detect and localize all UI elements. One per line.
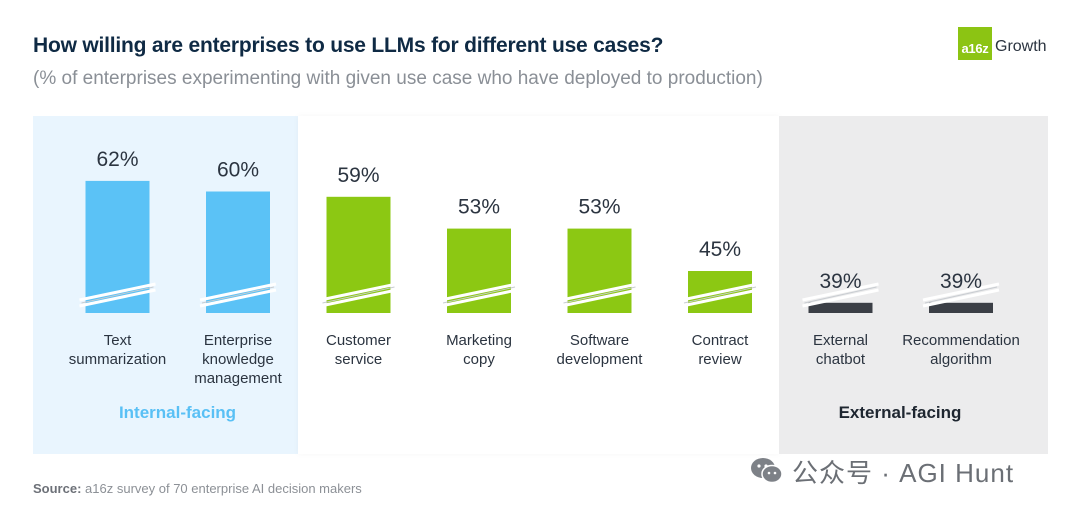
- bar-break-b-0: [79, 282, 156, 302]
- bar-break-line-4: [563, 286, 636, 304]
- bar-7: [929, 302, 993, 313]
- bar-break-a-7: [922, 288, 1000, 308]
- wechat-icon: [751, 458, 783, 484]
- category-label-7-0: Recommendation: [902, 332, 1020, 349]
- category-label-1-2: management: [194, 370, 282, 387]
- value-label-6: 39%: [819, 270, 861, 293]
- category-label-5-1: review: [698, 351, 742, 368]
- category-label-4-0: Software: [570, 332, 629, 349]
- bar-break-a-1: [199, 288, 277, 308]
- bar-break-line-0: [81, 286, 154, 304]
- bar-break-a-6: [802, 288, 879, 308]
- bar-break-b-2: [320, 282, 397, 302]
- bar-break-a-4: [561, 288, 638, 308]
- bar-break-b-4: [561, 282, 638, 302]
- category-label-6-1: chatbot: [816, 351, 866, 368]
- category-label-2-1: service: [335, 351, 383, 368]
- group-label-external: External-facing: [838, 403, 962, 422]
- category-label-5-0: Contract: [692, 332, 750, 349]
- value-label-3: 53%: [458, 196, 500, 219]
- bar-break-b-5: [681, 282, 759, 302]
- bar-break-line-1: [201, 286, 275, 304]
- category-label-4-1: development: [557, 351, 644, 368]
- value-label-4: 53%: [578, 196, 620, 219]
- source-label: Source:: [33, 481, 82, 496]
- source-note: Source: a16z survey of 70 enterprise AI …: [33, 481, 362, 496]
- category-label-1-0: Enterprise: [204, 332, 272, 349]
- bar-break-a-5: [681, 288, 759, 308]
- logo-badge: a16z: [958, 27, 992, 60]
- value-label-5: 45%: [699, 238, 741, 261]
- category-label-0-0: Text: [104, 332, 132, 349]
- bar-break-line-5: [683, 286, 757, 304]
- value-label-7: 39%: [940, 270, 982, 293]
- category-label-3-1: copy: [463, 351, 495, 368]
- external-facing-panel: [779, 116, 1048, 454]
- watermark-text: 公众号 · AGI Hunt: [792, 457, 1015, 488]
- value-label-2: 59%: [337, 164, 379, 187]
- category-label-6-0: External: [813, 332, 868, 349]
- chart-subtitle: (% of enterprises experimenting with giv…: [33, 68, 763, 89]
- bar-6: [808, 302, 873, 313]
- source-text: a16z survey of 70 enterprise AI decision…: [85, 481, 362, 496]
- category-label-3-0: Marketing: [446, 332, 512, 349]
- category-label-7-1: algorithm: [930, 351, 992, 368]
- bar-break-a-3: [440, 288, 518, 308]
- bar-break-b-3: [440, 282, 518, 302]
- bar-break-a-0: [79, 288, 156, 308]
- bar-break-b-6: [802, 282, 879, 302]
- value-label-0: 62%: [96, 148, 138, 171]
- bar-break-line-3: [442, 286, 516, 304]
- logo-text: Growth: [995, 37, 1047, 55]
- chart-title: How willing are enterprises to use LLMs …: [33, 34, 664, 57]
- group-label-internal: Internal-facing: [118, 403, 237, 422]
- bar-break-line-2: [322, 286, 395, 304]
- category-label-0-1: summarization: [69, 351, 167, 368]
- wechat-watermark: 公众号 · AGI Hunt: [750, 456, 1014, 488]
- category-label-2-0: Customer: [326, 332, 391, 349]
- a16z-growth-logo: a16z Growth: [958, 27, 1047, 60]
- bar-break-a-2: [320, 288, 397, 308]
- bar-break-b-7: [922, 282, 1000, 302]
- value-label-1: 60%: [217, 159, 259, 182]
- bar-break-line-7: [924, 286, 998, 304]
- bar-break-line-6: [804, 286, 877, 304]
- category-label-1-1: knowledge: [202, 351, 274, 368]
- bar-break-b-1: [199, 282, 277, 302]
